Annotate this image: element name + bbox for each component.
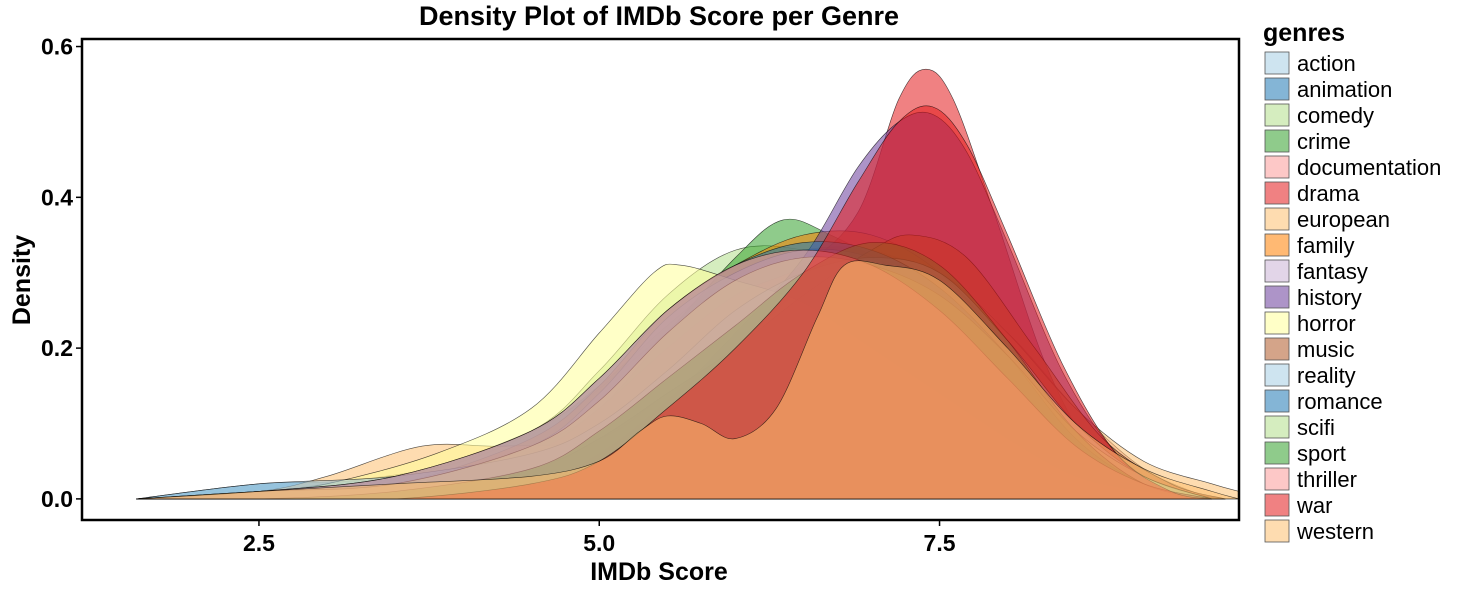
plot-border (80, 37, 1241, 522)
legend-swatch (1264, 493, 1290, 517)
density-area-western (136, 260, 1240, 500)
legend-item-documentation: documentation (1264, 155, 1441, 180)
legend-swatch (1264, 233, 1290, 257)
legend-label: war (1296, 493, 1332, 518)
x-tick-label: 7.5 (924, 530, 956, 556)
legend-label: horror (1297, 311, 1356, 336)
legend-label: crime (1297, 129, 1351, 154)
legend-label: drama (1297, 181, 1360, 206)
legend-item-western: western (1264, 519, 1374, 544)
x-tick-label: 2.5 (243, 530, 275, 556)
legend-item-reality: reality (1264, 363, 1356, 388)
y-axis-title: Density (8, 235, 36, 325)
y-tick-label: 0.2 (41, 335, 73, 361)
legend-title: genres (1263, 19, 1345, 47)
legend-swatch (1264, 181, 1290, 205)
density-areas (136, 68, 1240, 500)
y-tick-label: 0.0 (41, 486, 73, 512)
legend-label: romance (1297, 389, 1383, 414)
legend-item-sport: sport (1264, 441, 1346, 466)
legend-item-thriller: thriller (1264, 467, 1357, 492)
legend-swatch (1264, 285, 1290, 309)
legend-swatch (1264, 311, 1290, 335)
y-axis-ticks: 0.0 0.2 0.4 0.6 (41, 34, 82, 512)
legend-swatch (1264, 129, 1290, 153)
legend-swatch (1264, 363, 1290, 387)
legend-swatch (1264, 51, 1290, 75)
legend-label: history (1297, 285, 1362, 310)
legend-item-fantasy: fantasy (1264, 259, 1368, 284)
legend-label: western (1296, 519, 1374, 544)
legend-item-comedy: comedy (1264, 103, 1374, 128)
x-axis-ticks: 2.5 5.0 7.5 (243, 520, 956, 556)
legend-label: family (1297, 233, 1354, 258)
legend-item-music: music (1264, 337, 1354, 362)
legend-item-european: european (1264, 207, 1390, 232)
legend-label: animation (1297, 77, 1392, 102)
legend-label: thriller (1297, 467, 1357, 492)
legend-swatch (1264, 519, 1290, 543)
legend-item-scifi: scifi (1264, 415, 1335, 440)
legend-item-horror: horror (1264, 311, 1356, 336)
legend-item-war: war (1264, 493, 1332, 518)
legend-swatch (1264, 441, 1290, 465)
legend-label: comedy (1297, 103, 1374, 128)
legend-swatch (1264, 389, 1290, 413)
legend-label: sport (1297, 441, 1346, 466)
legend-item-drama: drama (1264, 181, 1360, 206)
chart-title: Density Plot of IMDb Score per Genre (419, 1, 899, 31)
legend-item-action: action (1264, 51, 1356, 76)
legend-swatch (1264, 337, 1290, 361)
legend: actionanimationcomedycrimedocumentationd… (1264, 51, 1441, 544)
legend-label: scifi (1297, 415, 1335, 440)
legend-label: european (1297, 207, 1390, 232)
legend-swatch (1264, 155, 1290, 179)
x-axis-title: IMDb Score (590, 558, 728, 586)
legend-swatch (1264, 103, 1290, 127)
legend-swatch (1264, 207, 1290, 231)
legend-label: documentation (1297, 155, 1441, 180)
legend-item-crime: crime (1264, 129, 1351, 154)
x-tick-label: 5.0 (583, 530, 615, 556)
legend-label: action (1297, 51, 1356, 76)
legend-label: fantasy (1297, 259, 1368, 284)
legend-label: music (1297, 337, 1354, 362)
legend-item-romance: romance (1264, 389, 1383, 414)
legend-item-history: history (1264, 285, 1362, 310)
legend-swatch (1264, 77, 1290, 101)
y-tick-label: 0.6 (41, 34, 73, 60)
legend-swatch (1264, 415, 1290, 439)
legend-label: reality (1297, 363, 1356, 388)
legend-item-family: family (1264, 233, 1354, 258)
legend-swatch (1264, 259, 1290, 283)
y-tick-label: 0.4 (41, 184, 73, 210)
legend-swatch (1264, 467, 1290, 491)
legend-item-animation: animation (1264, 77, 1392, 102)
